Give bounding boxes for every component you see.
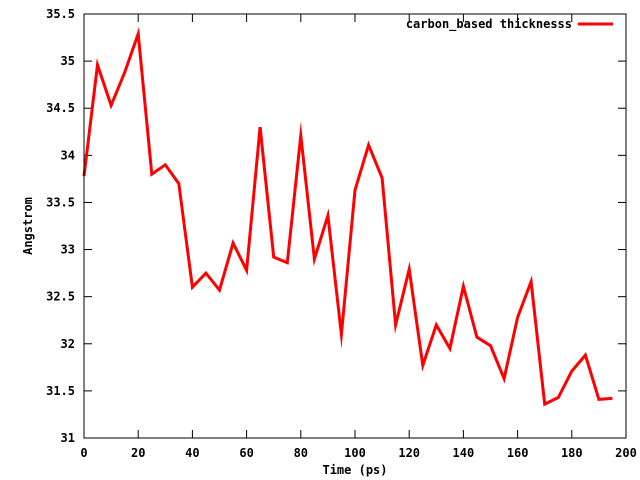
y-tick-label: 35.5 bbox=[46, 7, 75, 21]
y-axis-label: Angstrom bbox=[21, 197, 35, 255]
y-tick-label: 32.5 bbox=[46, 290, 75, 304]
y-tick-label: 31.5 bbox=[46, 384, 75, 398]
x-tick-label: 60 bbox=[239, 446, 253, 460]
x-tick-label: 180 bbox=[561, 446, 583, 460]
x-tick-label: 120 bbox=[398, 446, 420, 460]
y-tick-label: 34.5 bbox=[46, 101, 75, 115]
legend-label: carbon_based thicknesss bbox=[406, 17, 572, 32]
x-tick-label: 160 bbox=[507, 446, 529, 460]
x-tick-label: 100 bbox=[344, 446, 366, 460]
y-tick-label: 33 bbox=[61, 243, 75, 257]
y-tick-label: 34 bbox=[61, 148, 75, 162]
x-tick-label: 80 bbox=[294, 446, 308, 460]
y-tick-label: 32 bbox=[61, 337, 75, 351]
y-tick-label: 35 bbox=[61, 54, 75, 68]
x-tick-label: 20 bbox=[131, 446, 145, 460]
tick-labels: 0 20 40 60 80 100 120 140 160 180 200 31 31.5 32 32.5 3… bbox=[46, 7, 637, 460]
x-tick-label: 40 bbox=[185, 446, 199, 460]
legend: carbon_based thicknesss bbox=[406, 17, 613, 32]
y-tick-label: 31 bbox=[61, 431, 75, 445]
series-line bbox=[82, 26, 613, 407]
x-tick-label: 140 bbox=[453, 446, 475, 460]
y-tick-label: 33.5 bbox=[46, 195, 75, 209]
series-layer bbox=[82, 26, 613, 407]
x-tick-label: 200 bbox=[615, 446, 637, 460]
plot-frame bbox=[83, 13, 627, 439]
x-tick-label: 0 bbox=[80, 446, 87, 460]
x-axis-label: Time (ps) bbox=[322, 463, 387, 477]
